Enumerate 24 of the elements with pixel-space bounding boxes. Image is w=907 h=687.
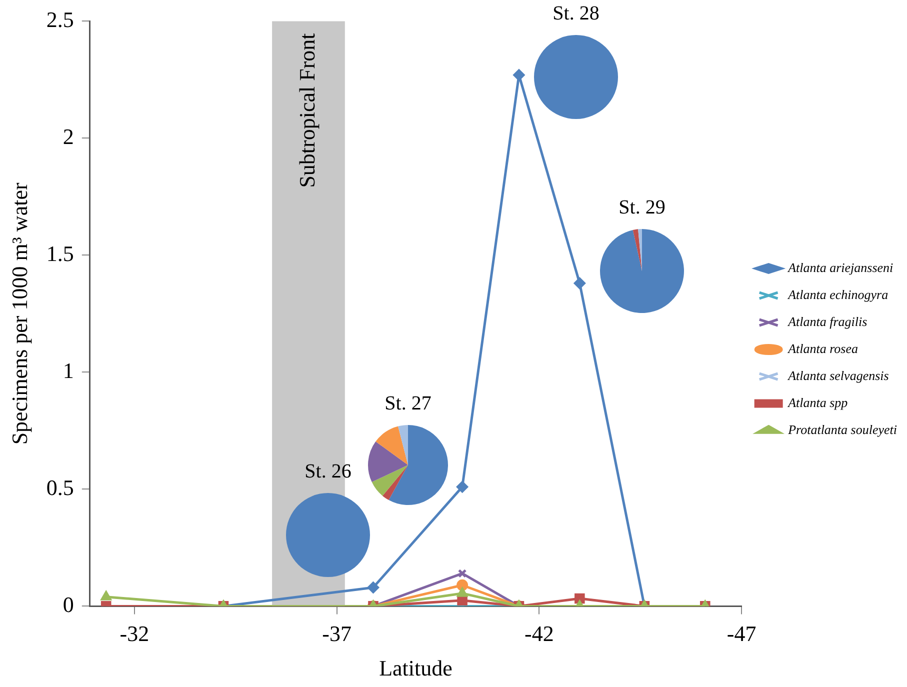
legend-label: Atlanta echinogyra xyxy=(787,286,889,302)
band-label: Subtropical Front xyxy=(294,33,320,188)
y-tick-label: 0.5 xyxy=(46,474,74,500)
y-tick-label: 0 xyxy=(62,592,74,617)
y-tick-label: 2.5 xyxy=(46,6,74,32)
x-tick-label: -47 xyxy=(726,621,756,646)
legend-label: Protatlanta souleyeti xyxy=(787,422,898,437)
legend-label: Atlanta spp xyxy=(787,394,848,410)
chart-title: St. 26 xyxy=(304,460,352,483)
x-axis-title: Latitude xyxy=(379,656,452,681)
x-tick-label: -42 xyxy=(524,621,554,646)
y-tick-label: 2 xyxy=(62,124,74,149)
y-tick-label: 1 xyxy=(62,358,74,383)
legend-label: Atlanta fragilis xyxy=(787,314,868,329)
chart-title: St. 29 xyxy=(618,196,666,218)
legend-label: Atlanta rosea xyxy=(787,340,859,356)
y-axis-title: Specimens per 1000 m³ water xyxy=(6,182,32,445)
x-tick-label: -37 xyxy=(322,621,352,646)
chart-title: St. 28 xyxy=(553,2,600,24)
y-tick-label: 1.5 xyxy=(46,240,74,266)
x-tick-label: -32 xyxy=(120,621,150,646)
legend-label: Atlanta ariejansseni xyxy=(787,260,894,275)
legend-label: Atlanta selvagensis xyxy=(787,368,889,383)
chart-title: St. 27 xyxy=(384,392,431,414)
